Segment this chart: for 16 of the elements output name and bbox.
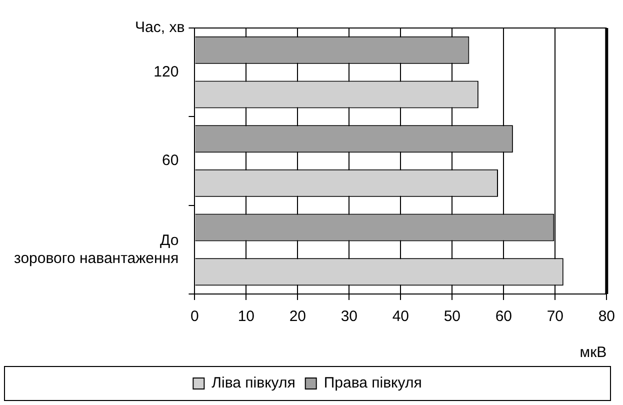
x-tick-label: 10 <box>238 308 255 326</box>
x-tick-label: 0 <box>190 308 199 326</box>
y-axis-title: Час, хв <box>135 19 185 36</box>
x-tick-label: 40 <box>392 308 410 326</box>
x-tick-label: 60 <box>495 308 512 326</box>
y-tick-label: 120 <box>154 63 179 80</box>
y-tick-label: 60 <box>162 152 179 170</box>
x-tick-label: 50 <box>444 308 461 326</box>
x-tick-label: 80 <box>598 308 615 326</box>
x-tick-label: 20 <box>289 308 306 326</box>
legend-label: Ліва півкуля <box>212 374 296 392</box>
x-tick-label: 30 <box>340 308 358 326</box>
x-tick-label: 70 <box>546 308 564 326</box>
y-tick-label: До зорового навантаження <box>14 232 179 267</box>
legend-label: Права півкуля <box>324 374 422 392</box>
x-axis-title: мкВ <box>580 344 607 362</box>
